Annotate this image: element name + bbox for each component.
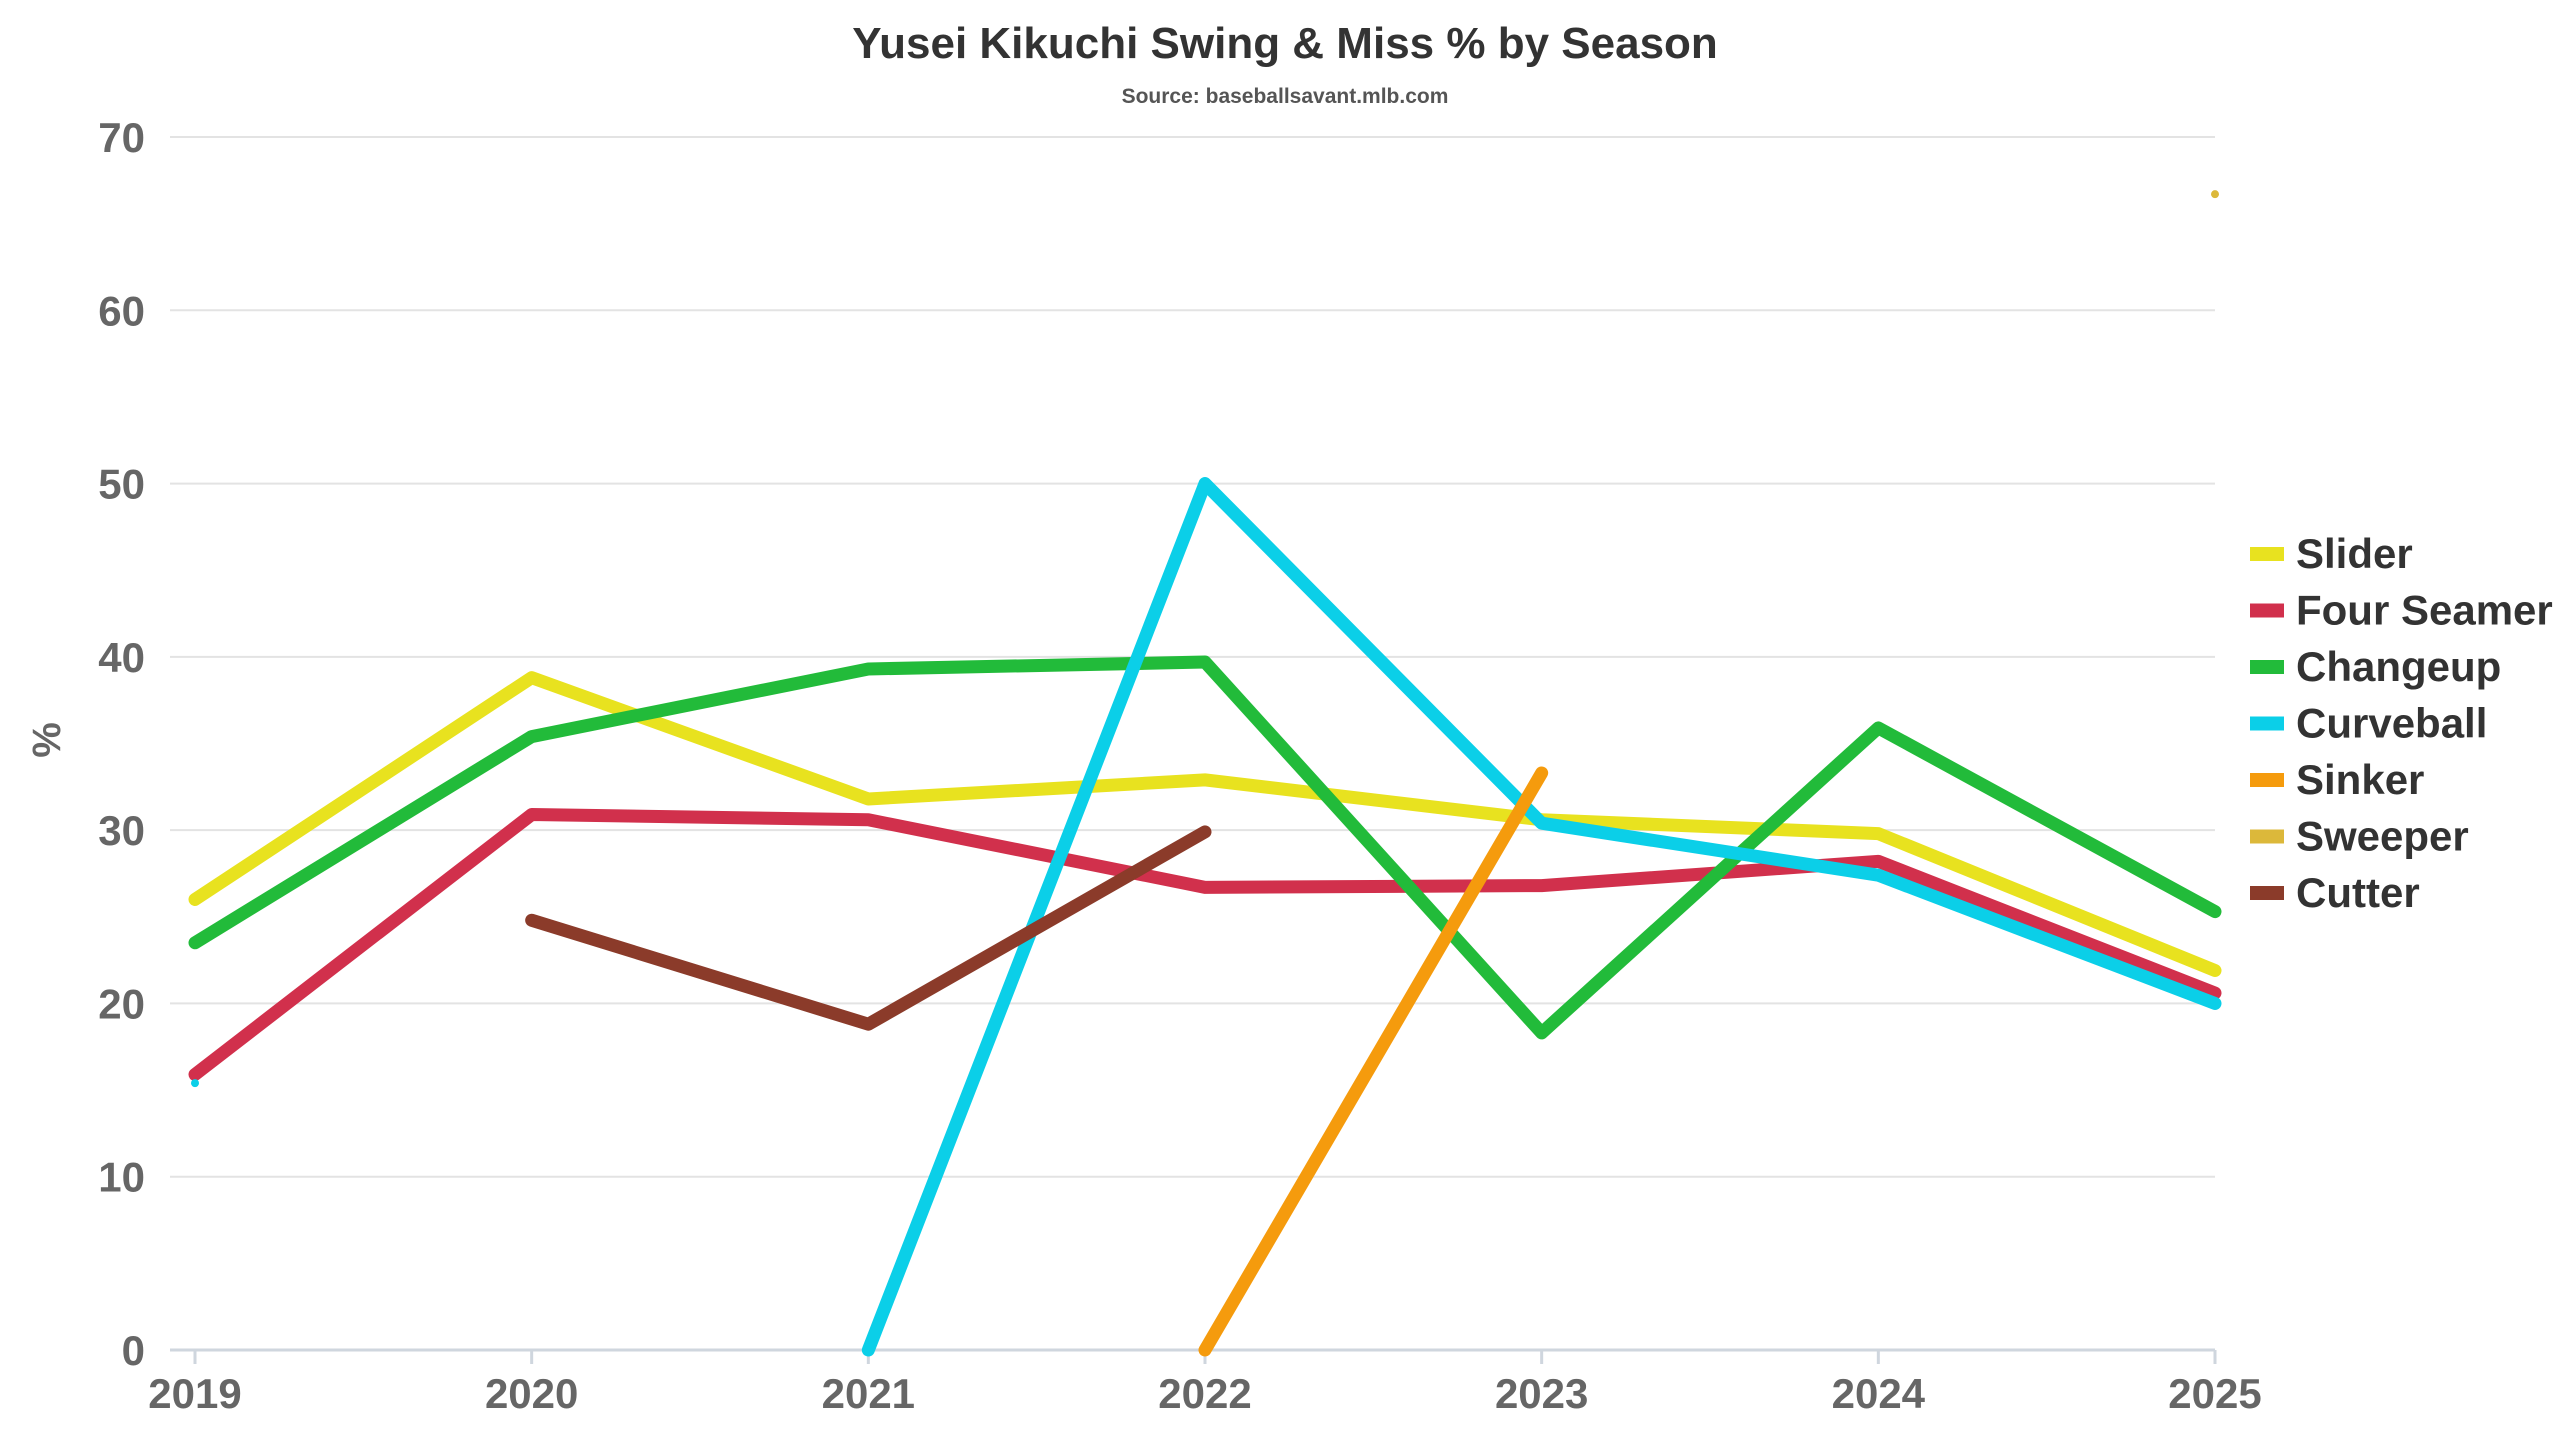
series-point	[191, 1079, 199, 1088]
legend-item: Sweeper	[2250, 813, 2469, 860]
series-line	[188, 671, 2222, 978]
legend-label: Cutter	[2296, 869, 2420, 916]
x-tick-label: 2023	[1495, 1370, 1588, 1417]
chart-subtitle: Source: baseballsavant.mlb.com	[1122, 85, 1449, 108]
series-slider	[188, 671, 2222, 978]
y-tick-label: 30	[98, 807, 145, 854]
axes: 0 10 20 30 40 50 60 70 2019 2020 2021 2022 2023 2024 2…	[98, 114, 2261, 1417]
y-axis-label: %	[25, 722, 69, 758]
x-tick-label: 2022	[1158, 1370, 1251, 1417]
series-line	[188, 808, 2222, 1081]
series-sweeper	[2211, 190, 2219, 199]
y-tick-label: 0	[122, 1327, 145, 1374]
legend-item: Four Seamer	[2250, 587, 2553, 634]
y-tick-label: 20	[98, 980, 145, 1027]
series-line	[188, 655, 2222, 1040]
legend-swatch	[2250, 547, 2284, 561]
x-tick-label: 2020	[485, 1370, 578, 1417]
x-tick-label: 2025	[2168, 1370, 2261, 1417]
series-curveball	[191, 477, 2222, 1357]
legend-swatch	[2250, 716, 2284, 731]
x-tick-label: 2019	[148, 1370, 241, 1417]
legend-label: Four Seamer	[2296, 587, 2553, 634]
legend-item: Curveball	[2250, 700, 2487, 747]
y-tick-label: 70	[98, 114, 145, 161]
x-tick-label: 2021	[822, 1370, 915, 1417]
y-tick-label: 40	[98, 634, 145, 681]
legend-swatch	[2250, 660, 2284, 674]
series-line	[1198, 766, 1549, 1357]
series-four-seamer	[188, 808, 2222, 1081]
series-lines	[188, 190, 2222, 1357]
legend-swatch	[2250, 773, 2284, 787]
y-tick-label: 50	[98, 461, 145, 508]
y-tick-label: 10	[98, 1154, 145, 1201]
series-cutter	[525, 825, 1212, 1031]
series-line	[861, 477, 2222, 1357]
legend-label: Slider	[2296, 530, 2413, 577]
series-point	[2211, 190, 2219, 199]
legend-item: Cutter	[2250, 869, 2420, 916]
legend-swatch	[2250, 829, 2284, 844]
legend-item: Sinker	[2250, 756, 2424, 803]
series-changeup	[188, 655, 2222, 1040]
chart-title: Yusei Kikuchi Swing & Miss % by Season	[852, 19, 1718, 68]
series-line	[525, 825, 1212, 1031]
x-tick-label: 2024	[1832, 1370, 1926, 1417]
legend: Slider Four Seamer Changeup Curveball Sinker…	[2250, 530, 2553, 916]
legend-swatch	[2250, 886, 2284, 900]
legend-swatch	[2250, 603, 2284, 618]
legend-item: Changeup	[2250, 643, 2501, 690]
series-sinker	[1198, 766, 1549, 1357]
y-tick-label: 60	[98, 287, 145, 334]
legend-label: Sinker	[2296, 756, 2424, 803]
legend-label: Sweeper	[2296, 813, 2469, 860]
legend-label: Changeup	[2296, 643, 2501, 690]
legend-label: Curveball	[2296, 700, 2487, 747]
legend-item: Slider	[2250, 530, 2413, 577]
